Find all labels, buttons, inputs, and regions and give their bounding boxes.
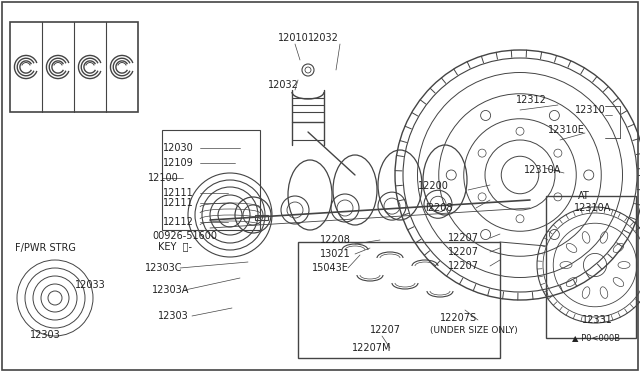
Text: 12331: 12331 [582, 315, 612, 325]
Text: 12100: 12100 [148, 173, 179, 183]
Text: 12310E: 12310E [548, 125, 585, 135]
Text: (UNDER SIZE ONLY): (UNDER SIZE ONLY) [430, 326, 518, 334]
Text: 12310: 12310 [575, 105, 605, 115]
Text: 12030: 12030 [163, 143, 194, 153]
Text: 12200: 12200 [418, 181, 449, 191]
Text: 12207S: 12207S [440, 313, 477, 323]
Text: 12303: 12303 [30, 330, 61, 340]
Bar [298, 242, 500, 358]
Text: 12303A: 12303A [152, 285, 189, 295]
Text: ▲ P0<000B: ▲ P0<000B [572, 334, 620, 343]
Text: 12310A: 12310A [574, 203, 611, 213]
Text: 12112: 12112 [163, 217, 194, 227]
Text: 12312: 12312 [516, 95, 547, 105]
Text: 12207: 12207 [448, 233, 479, 243]
Text: 12111: 12111 [163, 188, 194, 198]
Text: 12032: 12032 [308, 33, 339, 43]
Text: 12207: 12207 [370, 325, 401, 335]
Text: 12303: 12303 [158, 311, 189, 321]
Text: l2208: l2208 [425, 203, 452, 213]
Bar [255, 215, 268, 220]
Text: 12033: 12033 [75, 280, 106, 290]
Text: 12032: 12032 [268, 80, 299, 90]
Text: 12208: 12208 [320, 235, 351, 245]
Text: 13021: 13021 [320, 249, 351, 259]
Text: 12207: 12207 [448, 247, 479, 257]
Text: 12109: 12109 [163, 158, 194, 168]
Text: F/PWR STRG: F/PWR STRG [15, 243, 76, 253]
Text: 15043E: 15043E [312, 263, 349, 273]
Bar [546, 196, 636, 338]
Bar [10, 22, 138, 112]
Text: 12207M: 12207M [352, 343, 392, 353]
Text: 12010: 12010 [278, 33, 308, 43]
Text: 12207: 12207 [448, 261, 479, 271]
Text: 12310A: 12310A [524, 165, 561, 175]
Text: 12111: 12111 [163, 198, 194, 208]
Text: KEY  キ-: KEY キ- [158, 241, 192, 251]
Text: 12303C: 12303C [145, 263, 182, 273]
Text: 00926-51600: 00926-51600 [152, 231, 217, 241]
Text: AT: AT [578, 191, 589, 201]
Bar [162, 130, 260, 230]
